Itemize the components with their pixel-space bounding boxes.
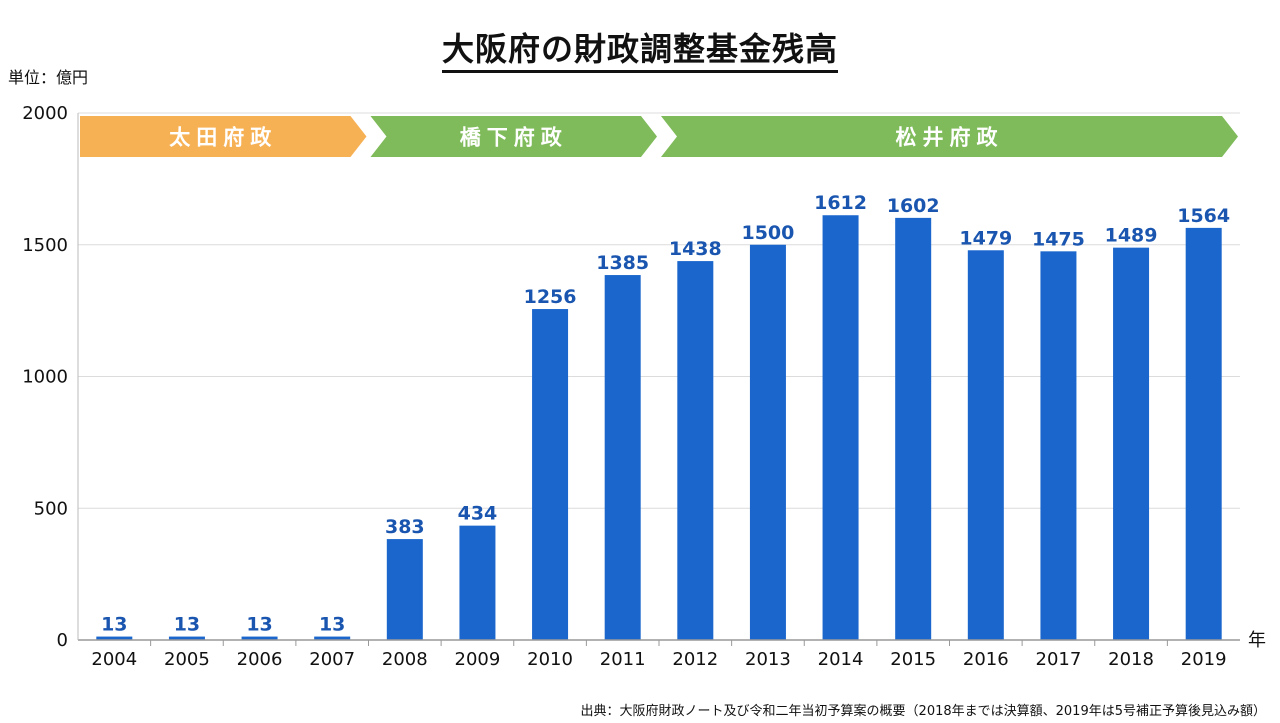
bar [314, 636, 351, 640]
bar [1113, 247, 1150, 640]
x-tick-label: 2007 [309, 649, 355, 670]
source-note: 出典：大阪府財政ノート及び令和二年当初予算案の概要（2018年までは決算額、20… [580, 704, 1266, 719]
value-label: 13 [246, 614, 272, 636]
x-tick-label: 2016 [963, 649, 1009, 670]
era-banner [661, 116, 1238, 157]
value-label: 1479 [959, 227, 1012, 249]
bar [241, 636, 278, 640]
x-tick-label: 2009 [455, 649, 501, 670]
y-tick-label: 0 [57, 630, 68, 651]
x-tick-label: 2006 [237, 649, 283, 670]
bar [822, 215, 859, 640]
era-label: 橋下府政 [460, 126, 568, 150]
value-label: 1256 [524, 286, 577, 308]
x-tick-label: 2012 [672, 649, 718, 670]
bar [96, 636, 133, 640]
value-label: 1500 [741, 222, 794, 244]
era-label: 太田府政 [169, 126, 277, 150]
x-tick-label: 2004 [91, 649, 137, 670]
axes [77, 113, 1240, 646]
era-label: 松井府政 [896, 126, 1004, 150]
x-tick-label: 2005 [164, 649, 210, 670]
bar [604, 275, 641, 640]
value-label: 1612 [814, 192, 867, 214]
value-label: 1489 [1105, 225, 1158, 247]
x-tick-label: 2015 [890, 649, 936, 670]
x-tick-labels: 2004 2005 2006 2007 2008 2009 2010 2011 2012 2013… [91, 649, 1226, 670]
x-axis-label: 年 [1248, 630, 1266, 651]
bar [1040, 251, 1077, 640]
era-banners: 太田府政 橋下府政 松井府政 [80, 116, 1238, 157]
x-tick-label: 2008 [382, 649, 428, 670]
x-tick-label: 2010 [527, 649, 573, 670]
bar [532, 309, 569, 640]
x-tick-label: 2019 [1181, 649, 1227, 670]
x-tick-label: 2013 [745, 649, 791, 670]
x-tick-label: 2011 [600, 649, 646, 670]
value-label: 13 [319, 614, 345, 636]
bar [749, 244, 786, 640]
era-banner [370, 116, 657, 157]
x-tick-label: 2017 [1036, 649, 1082, 670]
value-label: 434 [458, 503, 498, 525]
bar [1185, 227, 1222, 641]
value-label: 1564 [1177, 205, 1230, 227]
bar [677, 261, 714, 640]
bar [967, 250, 1004, 640]
bar [895, 217, 932, 641]
value-label: 383 [385, 516, 425, 538]
value-label: 1602 [887, 195, 940, 217]
value-label: 13 [101, 614, 127, 636]
chart-title: 大阪府の財政調整基金残高 [0, 24, 1280, 73]
y-tick-label: 2000 [22, 103, 68, 124]
value-labels: 13 13 13 13 383 434 1256 1385 1438 1500 1612 1602 14… [101, 192, 1230, 635]
y-tick-label: 500 [34, 498, 68, 519]
y-tick-label: 1000 [22, 367, 68, 388]
value-label: 13 [174, 614, 200, 636]
x-tick-label: 2014 [818, 649, 864, 670]
era-banner [80, 116, 367, 157]
bar [386, 539, 423, 640]
value-label: 1475 [1032, 228, 1085, 250]
bars [96, 215, 1222, 641]
value-label: 1438 [669, 238, 722, 260]
bar [459, 525, 496, 640]
y-tick-label: 1500 [22, 235, 68, 256]
bar [168, 636, 205, 640]
x-tick-label: 2018 [1108, 649, 1154, 670]
unit-label: 単位：億円 [8, 68, 89, 87]
y-tick-labels: 0 500 1000 1500 2000 [22, 103, 68, 651]
chart-title-text: 大阪府の財政調整基金残高 [441, 30, 838, 73]
value-label: 1385 [596, 252, 649, 274]
